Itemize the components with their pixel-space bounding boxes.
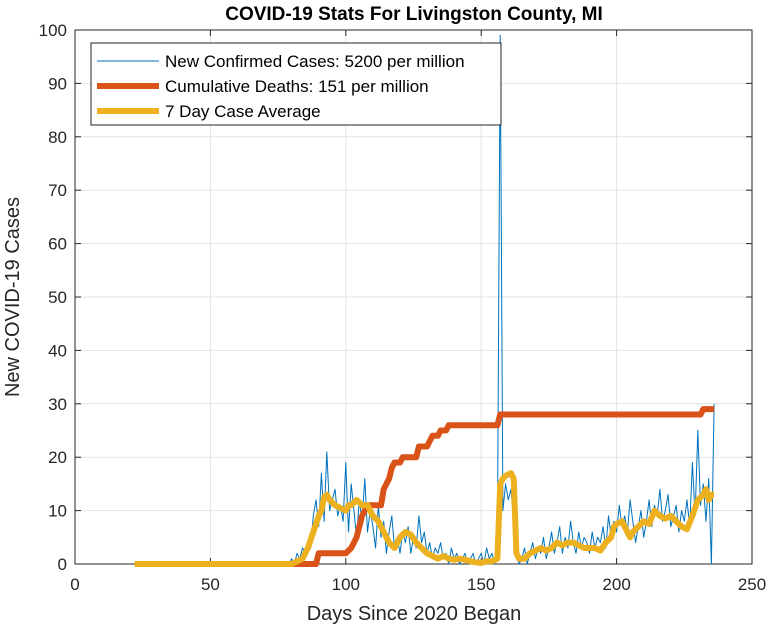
y-tick-label: 20: [48, 448, 67, 467]
y-tick-label: 90: [48, 74, 67, 93]
series-7-day-average: [134, 470, 715, 567]
legend-label-cumulative-deaths: Cumulative Deaths: 151 per million: [165, 77, 429, 96]
series-cumulative-deaths: [291, 406, 715, 567]
y-axis-label: New COVID-19 Cases: [2, 197, 24, 397]
x-axis-label: Days Since 2020 Began: [307, 603, 522, 625]
x-tick-label: 0: [70, 575, 79, 594]
y-tick-label: 40: [48, 341, 67, 360]
legend-box: [90, 42, 502, 126]
y-tick-label: 30: [48, 395, 67, 414]
y-tick-label: 80: [48, 128, 67, 147]
x-tick-label: 100: [332, 575, 360, 594]
chart-title: COVID-19 Stats For Livingston County, MI: [225, 4, 603, 25]
y-tick-label: 0: [58, 555, 67, 574]
axis-ticks: 0 50 100 150 200 250 0 10 20 30 40 50 60 70 80 90 100: [39, 21, 767, 594]
y-tick-label: 60: [48, 235, 67, 254]
y-tick-label: 50: [48, 288, 67, 307]
legend-label-7-day-average: 7 Day Case Average: [165, 102, 321, 121]
y-tick-label: 70: [48, 181, 67, 200]
x-tick-label: 200: [602, 575, 630, 594]
legend: New Confirmed Cases: 5200 per million Cu…: [90, 42, 502, 126]
legend-label-new-cases: New Confirmed Cases: 5200 per million: [165, 52, 465, 71]
y-tick-label: 10: [48, 502, 67, 521]
x-tick-label: 150: [467, 575, 495, 594]
x-tick-label: 50: [201, 575, 220, 594]
x-tick-label: 250: [738, 575, 766, 594]
series-layer: [134, 34, 715, 567]
y-tick-label: 100: [39, 21, 67, 40]
